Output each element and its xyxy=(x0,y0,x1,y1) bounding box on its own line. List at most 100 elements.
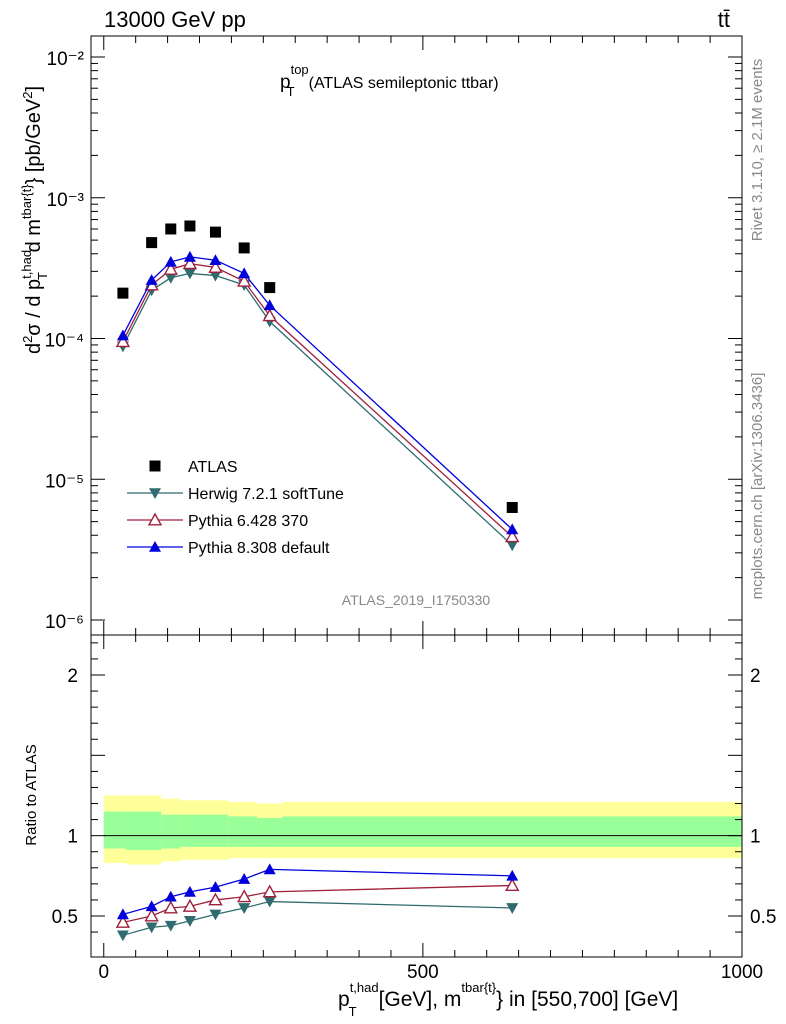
main-data-point xyxy=(209,254,222,266)
main-data-point xyxy=(145,274,158,285)
ratio-data-point xyxy=(263,896,276,908)
main-y-tick-label: 10⁻⁶ xyxy=(45,612,84,633)
ratio-data-point xyxy=(163,900,178,914)
main-data-point xyxy=(506,501,518,513)
x-tick-label: 1000 xyxy=(721,962,763,983)
ratio-series-1 xyxy=(115,878,520,928)
main-data-point xyxy=(164,255,177,267)
title-sup: top xyxy=(291,62,309,77)
legend-marker xyxy=(147,512,163,526)
green-band-segment xyxy=(126,811,162,851)
main-data-point xyxy=(238,242,250,254)
ratio-series-line xyxy=(122,868,513,916)
legend: ATLAS Herwig 7.2.1 softTune Pythia 6.428 3… xyxy=(127,459,344,557)
xlabel-rest: } in [550,700] [GeV] xyxy=(496,988,678,1011)
main-data-point xyxy=(115,334,131,348)
ratio-data-point xyxy=(209,881,222,892)
x-tick-labels: 0 500 1000 xyxy=(98,962,763,983)
ratio-data-point xyxy=(506,869,519,881)
ratio-data-point xyxy=(505,878,520,891)
main-data-point xyxy=(182,256,198,270)
legend-label: Herwig 7.2.1 softTune xyxy=(188,486,344,503)
x-tick-label: 500 xyxy=(407,962,439,983)
xlabel-mid: [GeV], m xyxy=(379,988,462,1011)
ratio-data-point xyxy=(208,892,223,906)
main-data-point xyxy=(209,226,221,238)
main-data-point xyxy=(209,270,222,282)
main-series-line xyxy=(122,272,513,546)
ratio-axis-ticks xyxy=(91,635,743,957)
main-data-point xyxy=(146,237,158,249)
header-process: tt̄ xyxy=(718,7,730,32)
xlabel-sub: T xyxy=(349,1004,357,1019)
ratio-data-point xyxy=(506,903,519,914)
main-data-point xyxy=(236,273,252,287)
legend-label: Pythia 6.428 370 xyxy=(188,513,308,530)
title-p: p xyxy=(280,72,291,93)
xlabel-sup: t,had xyxy=(350,980,379,995)
ratio-data-point xyxy=(263,863,276,875)
x-axis-label: pt,had T [GeV], mtbar{t}} in [550,700] [Ge… xyxy=(338,980,678,1019)
green-band-segment xyxy=(161,814,181,849)
ratio-y-tick-labels: 0.5 0.5 1 1 2 2 xyxy=(52,666,777,928)
ratio-y-axis-label: Ratio to ATLAS xyxy=(23,744,40,845)
green-band-segment xyxy=(180,814,200,847)
ratio-data-point xyxy=(164,890,177,902)
green-band-segment xyxy=(256,817,283,847)
ratio-data-point xyxy=(182,898,198,912)
rivet-label: Rivet 3.1.10, ≥ 2.1M events xyxy=(749,59,766,242)
main-axis-ticks xyxy=(91,36,743,635)
main-data-point xyxy=(263,299,276,311)
header-energy: 13000 GeV pp xyxy=(104,7,246,32)
main-data-point xyxy=(264,282,276,294)
green-band-segment xyxy=(282,816,742,847)
green-band-segment xyxy=(103,811,127,849)
ratio-data-point xyxy=(145,900,158,912)
main-series-1 xyxy=(116,268,519,552)
ratio-data-point xyxy=(116,930,129,942)
ratio-series-0 xyxy=(116,896,519,942)
main-data-point xyxy=(183,268,196,280)
ratio-data-point xyxy=(144,908,159,922)
main-y-tick-label: 10⁻⁴ xyxy=(45,331,84,352)
ratio-data-point xyxy=(183,885,196,897)
ratio-data-point xyxy=(238,873,251,884)
main-y-tick-label: 10⁻² xyxy=(47,49,85,70)
main-data-point xyxy=(506,523,519,535)
ratio-data-point xyxy=(209,909,222,921)
legend-marker xyxy=(149,460,161,472)
main-data-point xyxy=(165,223,177,235)
main-y-tick-labels: 10⁻⁶ 10⁻⁵ 10⁻⁴ 10⁻³ 10⁻² xyxy=(45,49,84,633)
ratio-y-tick-label-right: 2 xyxy=(750,666,761,687)
main-data-point xyxy=(506,540,519,552)
main-data-point xyxy=(238,267,251,279)
ratio-y-tick-label-left: 0.5 xyxy=(52,907,78,928)
ratio-y-tick-label-right: 0.5 xyxy=(750,907,776,928)
ratio-data-point xyxy=(238,903,251,914)
xlabel-p: p xyxy=(338,988,350,1011)
main-data-point xyxy=(183,250,196,262)
main-series-3 xyxy=(116,250,519,535)
x-tick-label: 0 xyxy=(98,962,109,983)
legend-marker xyxy=(149,541,161,552)
main-data-point xyxy=(117,287,129,299)
ratio-uncertainty-bands xyxy=(103,795,742,865)
main-data-point xyxy=(116,329,129,341)
main-series-line xyxy=(122,256,513,530)
ratio-series-2 xyxy=(116,863,519,920)
ratio-y-tick-label-left: 2 xyxy=(67,666,78,687)
main-y-tick-label: 10⁻⁵ xyxy=(45,471,84,492)
main-y-axis-label: d2σ / d pt,hadT d mtbar{t}} [pb/GeV2] xyxy=(19,86,50,354)
title-sub: T xyxy=(287,84,295,99)
mcplots-label: mcplots.cern.ch [arXiv:1306.3436] xyxy=(749,373,766,600)
main-data-point xyxy=(164,272,177,284)
main-data-point xyxy=(184,220,196,232)
ratio-series-group xyxy=(115,863,520,942)
main-series-group xyxy=(115,220,520,552)
ratio-series-line xyxy=(122,884,513,924)
ratio-data-point xyxy=(164,920,177,932)
xlabel-sup2: tbar{t} xyxy=(461,980,496,995)
legend-marker xyxy=(149,488,161,499)
ratio-panel-frame xyxy=(90,634,743,958)
